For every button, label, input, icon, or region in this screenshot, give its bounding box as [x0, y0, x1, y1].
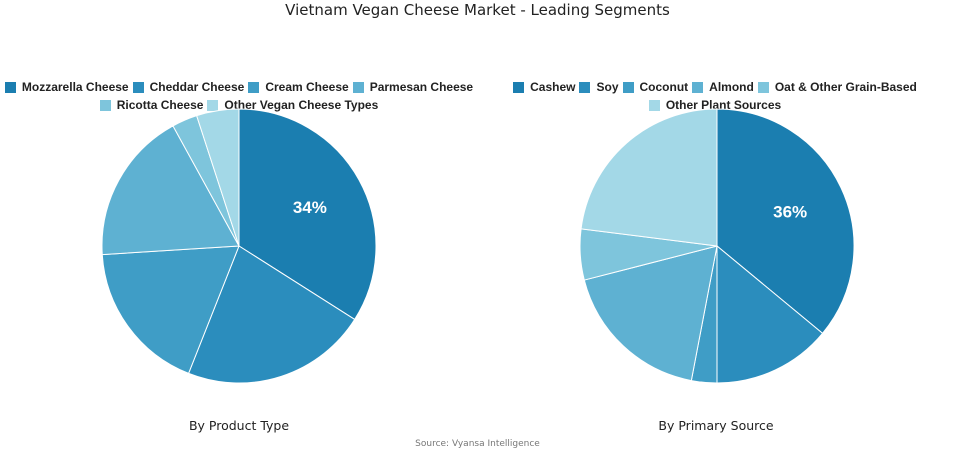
legend-swatch — [4, 81, 16, 93]
legend-label: Coconut — [639, 80, 689, 94]
legend-label: Mozzarella Cheese — [21, 80, 129, 94]
source-note: Source: Vyansa Intelligence — [415, 439, 540, 449]
legend-label: Oat & Other Grain-Based — [774, 80, 917, 94]
product-type-legend: Mozzarella Cheese Cheddar Cheese Cream Che… — [4, 80, 474, 112]
legend-item-mozzarella-cheese: Mozzarella Cheese — [4, 80, 129, 94]
chart-title: Vietnam Vegan Cheese Market - Leading Se… — [285, 1, 670, 19]
legend-label: Other Vegan Cheese Types — [224, 98, 379, 112]
legend-item-cheddar-cheese: Cheddar Cheese — [132, 80, 245, 94]
pie-slice-parmesan-cheese — [101, 125, 240, 256]
pie-slice-cheddar-cheese — [187, 245, 356, 384]
legend-swatch — [99, 99, 111, 111]
pie-slice-cashew — [716, 108, 855, 335]
legend-item-oat-and-other-grain-based: Oat & Other Grain-Based — [757, 80, 917, 94]
legend-label: Parmesan Cheese — [369, 80, 474, 94]
legend-swatch — [579, 81, 591, 93]
legend-swatch — [207, 99, 219, 111]
pie-slice-soy — [716, 244, 824, 384]
legend-item-almond: Almond — [692, 80, 754, 94]
legend-swatch — [513, 81, 525, 93]
legend-item-soy: Soy — [579, 80, 619, 94]
legend-label: Cashew — [530, 80, 576, 94]
legend-item-ricotta-cheese: Ricotta Cheese — [99, 98, 204, 112]
legend-item-cashew: Cashew — [513, 80, 575, 94]
legend-item-coconut: Coconut — [622, 80, 689, 94]
pie-slice-other-plant-sources — [580, 108, 718, 247]
pie-slice-mozzarella-cheese — [238, 108, 377, 321]
legend-item-cream-cheese: Cream Cheese — [248, 80, 349, 94]
pie-slice-cream-cheese — [101, 245, 240, 375]
product-type-pie: 34% — [101, 108, 377, 384]
legend-swatch — [248, 81, 260, 93]
data-label-mozzarella-cheese: 34% — [293, 198, 327, 217]
legend-swatch — [352, 81, 364, 93]
pie-slice-other-vegan-cheese-types — [196, 108, 240, 247]
legend-item-other-vegan-cheese-types: Other Vegan Cheese Types — [207, 98, 378, 112]
legend-label: Ricotta Cheese — [116, 98, 204, 112]
legend-label: Cheddar Cheese — [149, 80, 245, 94]
legend-swatch — [622, 81, 634, 93]
legend-label: Soy — [596, 80, 619, 94]
legend-item-other-plant-sources: Other Plant Sources — [648, 98, 782, 112]
pie-slice-almond — [583, 245, 718, 382]
legend-swatch — [648, 99, 660, 111]
primary-source-legend: Cashew Soy Coconut Almond Oat & Other Grain-… — [480, 80, 950, 112]
product-type-subtitle: By Product Type — [188, 418, 290, 433]
legend-label: Cream Cheese — [265, 80, 349, 94]
legend-label: Other Plant Sources — [665, 98, 782, 112]
legend-swatch — [692, 81, 704, 93]
primary-source-subtitle: By Primary Source — [658, 418, 774, 433]
primary-source-pie: 36% — [579, 108, 855, 384]
data-label-cashew: 36% — [773, 203, 807, 222]
legend-swatch — [132, 81, 144, 93]
legend-item-parmesan-cheese: Parmesan Cheese — [352, 80, 474, 94]
legend-label: Almond — [709, 80, 754, 94]
legend-swatch — [757, 81, 769, 93]
